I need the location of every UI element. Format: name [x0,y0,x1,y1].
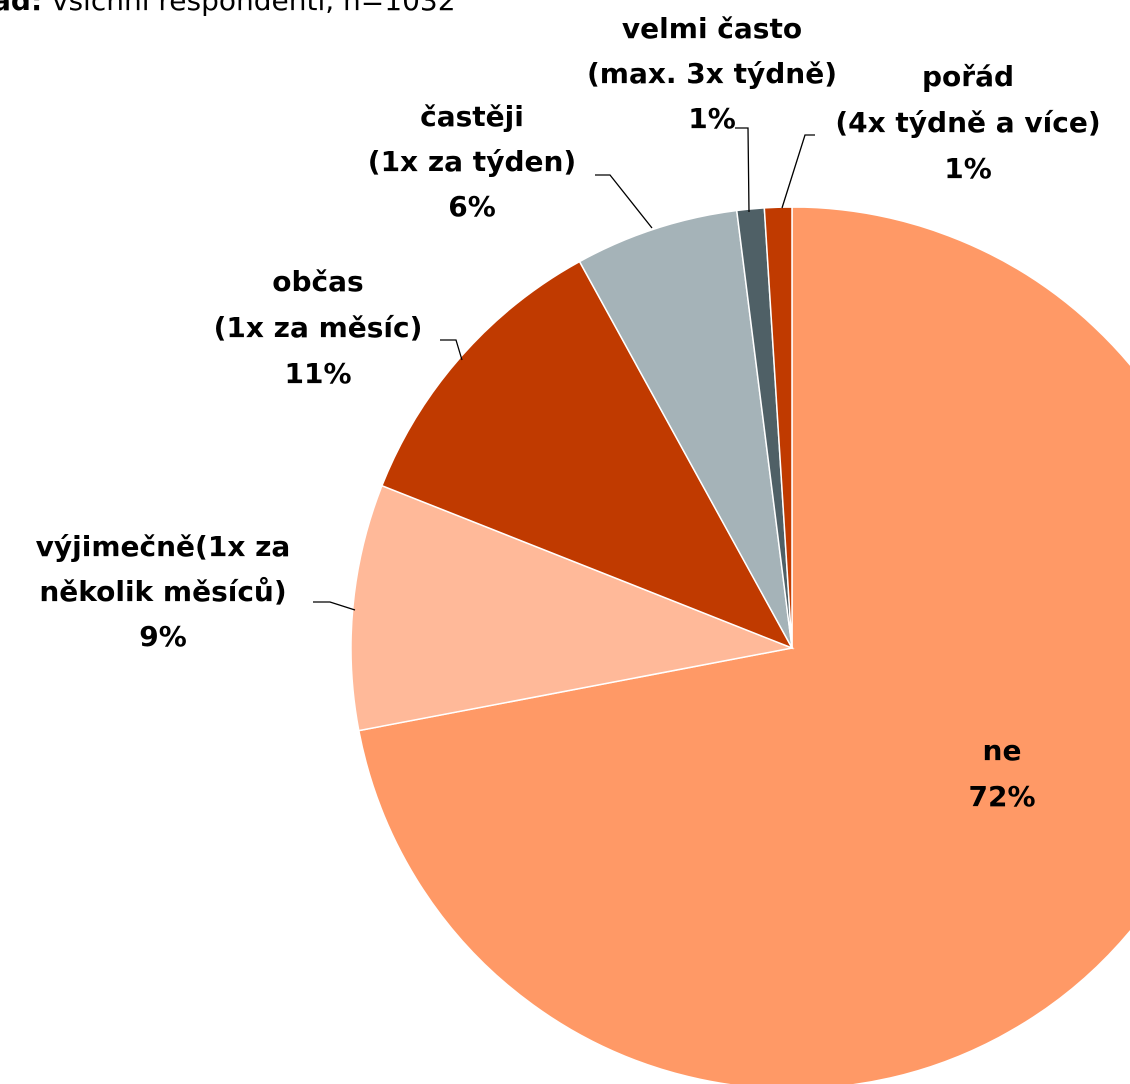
slice-label: pořád [922,60,1014,93]
value-label: 72% [968,780,1035,813]
slice-label: (4x týdně a více) [835,106,1100,139]
value-label: 6% [448,190,496,223]
pie [350,206,1130,1084]
slice-label: (1x za týden) [368,145,576,178]
pie-slice [763,206,793,649]
value-label: 11% [284,357,351,390]
leader-line [440,339,463,361]
slice-label: častěji [420,100,524,133]
leader-line [595,174,653,229]
subtitle-text: všichni respondenti, n=1032 [52,0,456,17]
labels: ne 72% výjimečně(1x za několik měsíců) 9% obč… [36,12,1101,813]
subtitle-label: ad: [0,0,42,17]
slice-label: ne [983,734,1022,767]
slice-label: (1x za měsíc) [214,311,423,344]
leader-line [781,134,815,209]
pie-slice [578,209,793,649]
slice-label: výjimečně(1x za [36,530,291,563]
leader-line [313,601,356,611]
slice-label: (max. 3x týdně) [587,57,837,90]
value-label: 1% [944,152,992,185]
pie-slice [350,484,795,732]
subtitle: ad: všichni respondenti, n=1032 [0,0,456,17]
slice-label: velmi často [622,12,802,45]
value-label: 9% [139,620,187,653]
value-label: 1% [688,102,736,135]
slice-label: několik měsíců) [39,575,286,608]
leader-line [735,127,750,213]
pie-slice [357,206,1130,1084]
slice-label: občas [272,265,363,298]
